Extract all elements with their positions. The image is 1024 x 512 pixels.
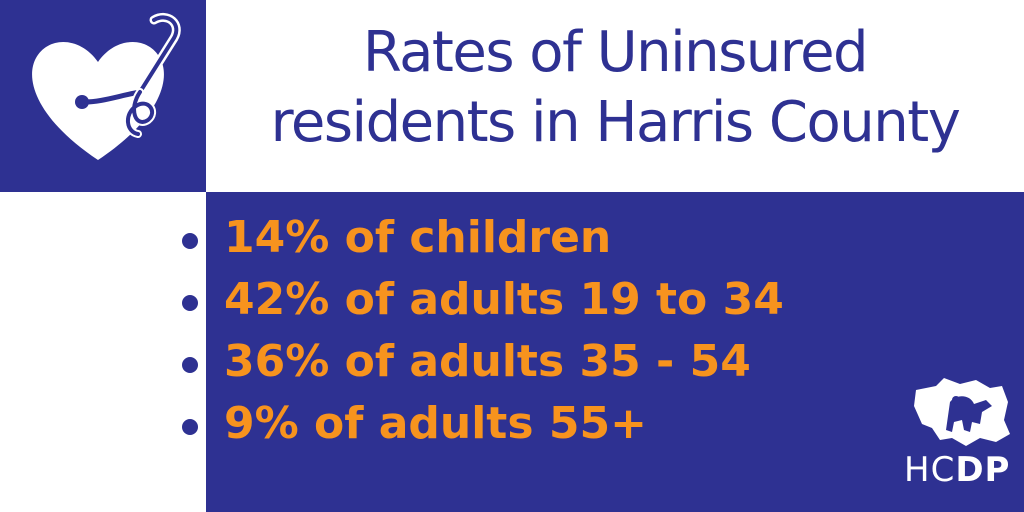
stat-adults-55-plus: 9% of adults 55+ — [224, 398, 647, 449]
brand-name: HCDP — [904, 450, 1010, 490]
title-line-2: residents in Harris County — [270, 90, 961, 155]
heart-stethoscope-icon — [32, 12, 181, 160]
main-panel — [206, 192, 1024, 512]
stat-children: 14% of children — [224, 212, 612, 263]
stat-adults-19-34: 42% of adults 19 to 34 — [224, 274, 784, 325]
list-item: 42% of adults 19 to 34 — [0, 270, 900, 330]
brand-suffix: DP — [955, 450, 1011, 490]
brand-prefix: HC — [904, 450, 956, 490]
bullet-icon — [182, 419, 198, 435]
list-item: 14% of children — [0, 208, 900, 268]
stat-adults-35-54: 36% of adults 35 - 54 — [224, 336, 751, 387]
page-title: Rates of Uninsured residents in Harris C… — [206, 18, 1024, 158]
bullet-icon — [182, 357, 198, 373]
list-item: 9% of adults 55+ — [0, 394, 900, 454]
bullet-icon — [182, 295, 198, 311]
bullet-icon — [182, 233, 198, 249]
title-line-1: Rates of Uninsured — [362, 20, 869, 85]
brand-logo: HCDP — [900, 376, 1020, 506]
harris-county-map-icon — [914, 378, 1010, 446]
list-item: 36% of adults 35 - 54 — [0, 332, 900, 392]
logo-box — [0, 0, 206, 192]
